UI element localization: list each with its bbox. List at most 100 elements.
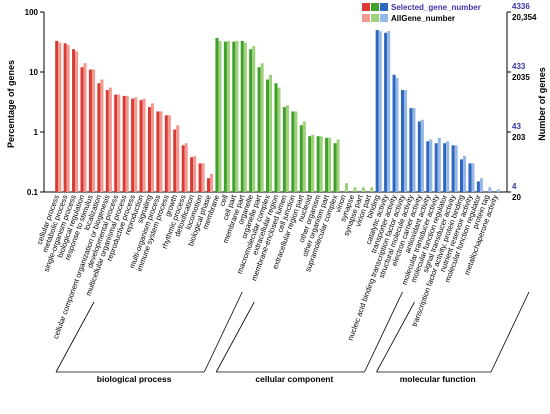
bar-all bbox=[294, 111, 298, 192]
bar-selected bbox=[274, 83, 278, 192]
bar-selected bbox=[400, 90, 405, 192]
bar-all bbox=[395, 77, 399, 192]
bar-selected bbox=[282, 107, 286, 192]
left-tick-label: 100 bbox=[25, 8, 39, 17]
bar-all bbox=[387, 31, 391, 193]
right-axis-ticks: 4336 20,354 433 2035 43 203 4 20 bbox=[507, 2, 537, 202]
bar-selected bbox=[240, 40, 244, 193]
bar-all bbox=[269, 74, 273, 192]
bar-all bbox=[134, 97, 138, 192]
bar-all bbox=[226, 40, 230, 193]
group-bracket-left bbox=[55, 301, 95, 373]
bar-selected bbox=[249, 49, 253, 193]
bar-all bbox=[159, 111, 163, 192]
bar-all bbox=[201, 163, 205, 192]
legend-swatch-bp-all bbox=[362, 14, 370, 22]
bar-all bbox=[328, 137, 332, 192]
bar-all bbox=[83, 63, 87, 193]
bar-selected bbox=[72, 49, 76, 193]
bar-all bbox=[260, 63, 264, 193]
bar-selected bbox=[392, 74, 396, 192]
right-tick-label-selected: 43 bbox=[512, 122, 521, 131]
bar-all bbox=[370, 187, 374, 192]
bar-selected bbox=[451, 145, 455, 192]
bar-all bbox=[184, 143, 188, 192]
right-tick-label-selected: 4 bbox=[512, 182, 517, 191]
bar-all bbox=[243, 42, 247, 193]
right-tick-label-selected: 4336 bbox=[512, 2, 530, 11]
bar-selected bbox=[476, 181, 480, 192]
bar-all bbox=[58, 42, 62, 193]
group-label: molecular function bbox=[400, 374, 476, 384]
bar-all bbox=[210, 173, 214, 192]
bar-all bbox=[488, 187, 492, 192]
bar-all bbox=[361, 187, 365, 192]
bar-selected bbox=[139, 100, 143, 192]
bar-selected bbox=[409, 108, 413, 192]
bar-all bbox=[117, 94, 121, 192]
legend: Selected_gene_number AllGene_number bbox=[362, 3, 481, 23]
bar-all bbox=[252, 46, 256, 192]
bar-selected bbox=[156, 111, 160, 192]
bar-all bbox=[404, 90, 408, 192]
bar-selected bbox=[131, 98, 135, 192]
bar-all bbox=[471, 163, 475, 192]
bar-all bbox=[479, 178, 483, 192]
bar-all bbox=[412, 108, 416, 192]
group-bracket-left bbox=[376, 301, 415, 373]
right-axis-title: Number of genes bbox=[537, 67, 547, 141]
bar-all bbox=[125, 95, 129, 192]
bar-selected bbox=[190, 157, 194, 192]
legend-swatch-cc-selected bbox=[371, 3, 379, 11]
bar-all bbox=[496, 189, 500, 192]
bar-selected bbox=[173, 129, 177, 192]
category-label: cell bbox=[217, 193, 229, 207]
bar-all bbox=[429, 139, 433, 192]
group-bracket-right bbox=[203, 291, 243, 373]
bar-all bbox=[235, 40, 239, 193]
legend-selected-label: Selected_gene_number bbox=[391, 3, 481, 12]
bar-selected bbox=[122, 95, 126, 192]
bar-selected bbox=[80, 67, 84, 192]
bar-selected bbox=[316, 136, 320, 192]
bar-selected bbox=[299, 125, 303, 192]
group-label: biological process bbox=[97, 374, 172, 384]
group-bracket-right bbox=[490, 291, 530, 373]
bar-selected bbox=[114, 94, 118, 192]
bar-selected bbox=[105, 90, 109, 192]
bar-all bbox=[302, 121, 306, 192]
bar-selected bbox=[325, 137, 329, 192]
bar-all bbox=[353, 187, 357, 192]
bar-all bbox=[66, 45, 70, 192]
bar-all bbox=[218, 40, 222, 193]
legend-swatch-bp-selected bbox=[362, 3, 370, 11]
left-tick-label: 10 bbox=[29, 68, 38, 77]
bar-all bbox=[319, 136, 323, 192]
bar-selected bbox=[308, 136, 312, 192]
bar-all bbox=[193, 155, 197, 192]
bar-selected bbox=[426, 141, 430, 192]
legend-swatch-mf-all bbox=[380, 14, 388, 22]
bar-selected bbox=[215, 37, 219, 192]
bars bbox=[55, 30, 500, 193]
left-axis-title: Percentage of genes bbox=[6, 60, 16, 148]
bar-selected bbox=[443, 143, 447, 192]
left-tick-label: 1 bbox=[34, 128, 39, 137]
bar-selected bbox=[147, 107, 151, 192]
bar-all bbox=[378, 31, 382, 193]
bar-selected bbox=[223, 41, 227, 192]
bar-all bbox=[91, 69, 95, 192]
bar-selected bbox=[384, 32, 388, 192]
bar-selected bbox=[266, 79, 270, 192]
bar-all bbox=[463, 155, 467, 192]
bar-selected bbox=[291, 111, 295, 192]
bar-selected bbox=[206, 178, 211, 192]
bar-selected bbox=[181, 145, 185, 192]
bar-selected bbox=[333, 143, 337, 192]
bar-selected bbox=[417, 121, 421, 192]
bar-selected bbox=[232, 41, 236, 192]
legend-all-label: AllGene_number bbox=[391, 14, 455, 23]
group-bracket-left bbox=[215, 301, 255, 373]
